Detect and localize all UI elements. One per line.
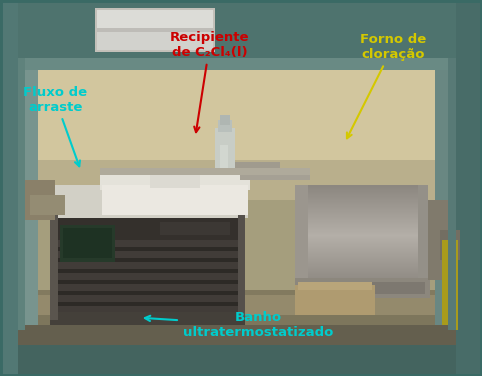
Text: Forno de
cloração: Forno de cloração [347, 33, 426, 138]
Text: Recipiente
de C₂Cl₄(l): Recipiente de C₂Cl₄(l) [170, 31, 249, 132]
Text: Banho
ultratermostatizado: Banho ultratermostatizado [145, 311, 333, 339]
Text: Fluxo de
arraste: Fluxo de arraste [23, 86, 88, 166]
